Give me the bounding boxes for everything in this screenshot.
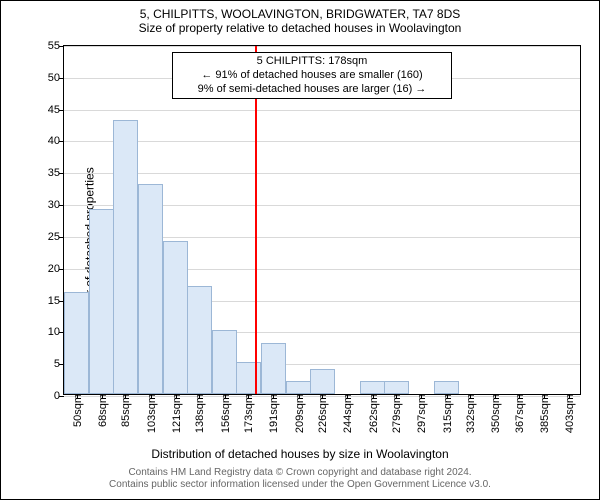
histogram-bar (89, 209, 114, 394)
gridline (64, 110, 580, 111)
xtick-label: 103sqm (146, 394, 158, 433)
xtick-label: 385sqm (539, 394, 551, 433)
annotation-line: ← 91% of detached houses are smaller (16… (179, 69, 445, 83)
histogram-bar (384, 381, 409, 394)
ytick-label: 40 (48, 135, 60, 147)
ytick-label: 20 (48, 263, 60, 275)
ytick-label: 10 (48, 326, 60, 338)
chart-footer: Contains HM Land Registry data © Crown c… (1, 467, 599, 491)
xtick-label: 191sqm (269, 394, 281, 433)
ytick-label: 35 (48, 167, 60, 179)
annotation-box: 5 CHILPITTS: 178sqm← 91% of detached hou… (172, 52, 452, 99)
histogram-bar (64, 292, 89, 394)
ytick-label: 0 (54, 390, 60, 402)
annotation-line: 9% of semi-detached houses are larger (1… (179, 83, 445, 97)
xtick-label: 403sqm (565, 394, 577, 433)
ytick-label: 45 (48, 104, 60, 116)
ytick-label: 30 (48, 199, 60, 211)
histogram-bar (138, 184, 163, 394)
xtick-label: 262sqm (368, 394, 380, 433)
histogram-bar (163, 241, 188, 394)
xtick-label: 244sqm (343, 394, 355, 433)
xtick-label: 350sqm (491, 394, 503, 433)
footer-line: Contains public sector information licen… (1, 479, 599, 491)
histogram-bar (434, 381, 459, 394)
x-axis-label: Distribution of detached houses by size … (1, 447, 599, 461)
xtick-label: 156sqm (220, 394, 232, 433)
gridline (64, 173, 580, 174)
xtick-label: 121sqm (171, 394, 183, 433)
xtick-label: 367sqm (514, 394, 526, 433)
xtick-label: 138sqm (195, 394, 207, 433)
ytick-label: 25 (48, 231, 60, 243)
chart-title: 5, CHILPITTS, WOOLAVINGTON, BRIDGWATER, … (1, 1, 599, 21)
histogram-bar (261, 343, 286, 394)
plot-area: 051015202530354045505550sqm68sqm85sqm103… (63, 45, 581, 395)
chart-container: 5, CHILPITTS, WOOLAVINGTON, BRIDGWATER, … (0, 0, 600, 500)
xtick-label: 279sqm (391, 394, 403, 433)
histogram-bar (310, 369, 335, 394)
chart-subtitle: Size of property relative to detached ho… (1, 21, 599, 35)
annotation-line: 5 CHILPITTS: 178sqm (179, 55, 445, 69)
ytick-label: 55 (48, 40, 60, 52)
histogram-bar (360, 381, 385, 394)
xtick-label: 226sqm (317, 394, 329, 433)
ytick-label: 50 (48, 72, 60, 84)
xtick-label: 209sqm (294, 394, 306, 433)
ytick-label: 15 (48, 295, 60, 307)
histogram-bar (286, 381, 311, 394)
histogram-bar (212, 330, 237, 394)
gridline (64, 141, 580, 142)
xtick-label: 315sqm (442, 394, 454, 433)
histogram-bar (187, 286, 212, 394)
xtick-label: 50sqm (72, 394, 84, 427)
footer-line: Contains HM Land Registry data © Crown c… (1, 467, 599, 479)
ytick-label: 5 (54, 358, 60, 370)
histogram-bar (113, 120, 138, 394)
xtick-label: 297sqm (417, 394, 429, 433)
xtick-label: 85sqm (121, 394, 133, 427)
xtick-label: 68sqm (97, 394, 109, 427)
gridline (64, 46, 580, 47)
xtick-label: 173sqm (243, 394, 255, 433)
xtick-label: 332sqm (465, 394, 477, 433)
